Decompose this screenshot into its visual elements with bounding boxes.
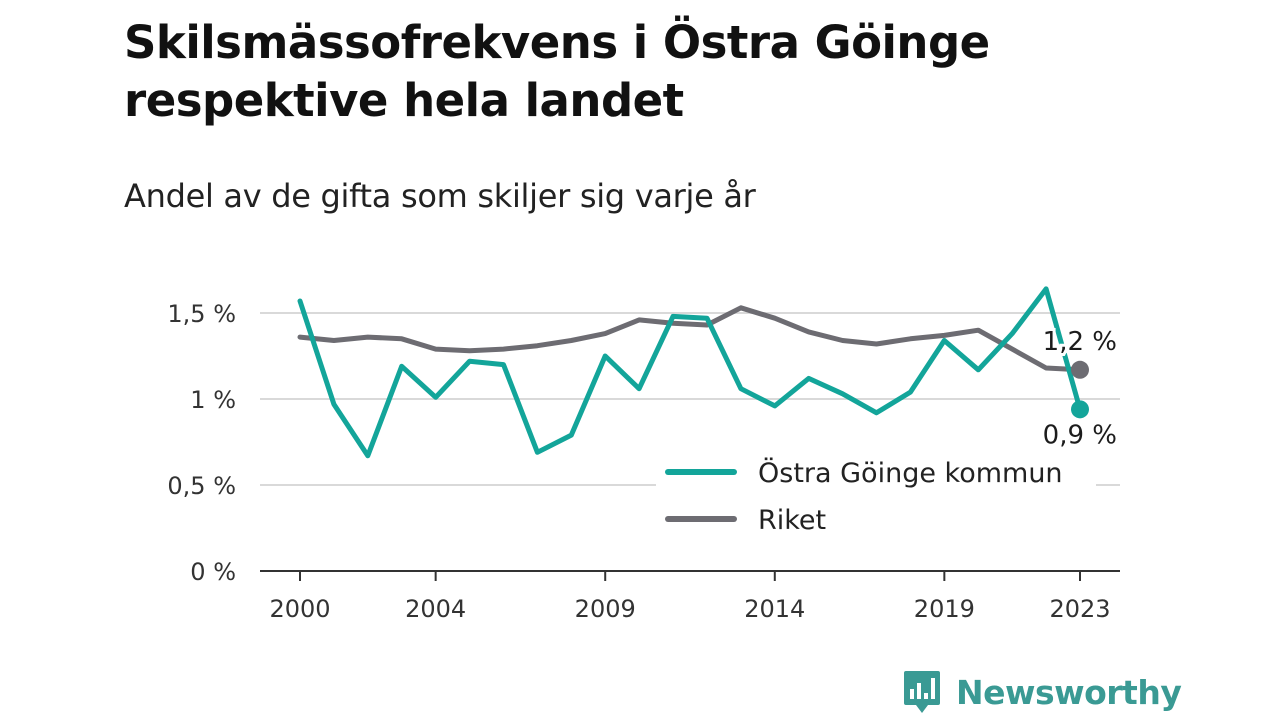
x-tick-label: 2009	[575, 595, 636, 623]
x-tick-label: 2023	[1049, 595, 1110, 623]
brand-logo: Newsworthy	[902, 668, 1182, 716]
brand-name: Newsworthy	[956, 672, 1182, 712]
end-labels: 1,2 % 0,9 %	[1040, 324, 1120, 454]
x-tick-label: 2004	[405, 595, 466, 623]
y-tick-label: 1 %	[190, 386, 236, 414]
legend-background	[656, 450, 1096, 550]
x-tick-label: 2014	[744, 595, 805, 623]
x-axis: 2000 2004 2009 2014 2019 2023	[260, 570, 1120, 623]
y-tick-label: 0,5 %	[167, 472, 236, 500]
y-tick-label: 1,5 %	[167, 300, 236, 328]
end-value-label: 0,9 %	[1043, 420, 1117, 450]
end-point-marker	[1071, 400, 1089, 419]
newsworthy-logo-icon	[904, 671, 940, 713]
legend: Östra Göinge kommun Riket	[656, 450, 1096, 550]
legend-label: Östra Göinge kommun	[758, 457, 1063, 489]
end-point-marker	[1071, 360, 1089, 379]
series-line-riket	[297, 305, 1083, 373]
series-line-ostra-goinge	[297, 286, 1083, 459]
chart-title: Skilsmässofrekvens i Östra Göinge respek…	[124, 16, 990, 127]
x-tick-label: 2019	[914, 595, 975, 623]
y-tick-label: 0 %	[190, 558, 236, 586]
chart-subtitle: Andel av de gifta som skiljer sig varje …	[124, 177, 756, 215]
series-lines	[297, 286, 1083, 459]
end-value-label: 1,2 %	[1043, 327, 1117, 357]
legend-label: Riket	[758, 505, 826, 536]
x-tick-label: 2000	[269, 595, 330, 623]
y-axis: 0 % 0,5 % 1 % 1,5 %	[167, 300, 236, 586]
